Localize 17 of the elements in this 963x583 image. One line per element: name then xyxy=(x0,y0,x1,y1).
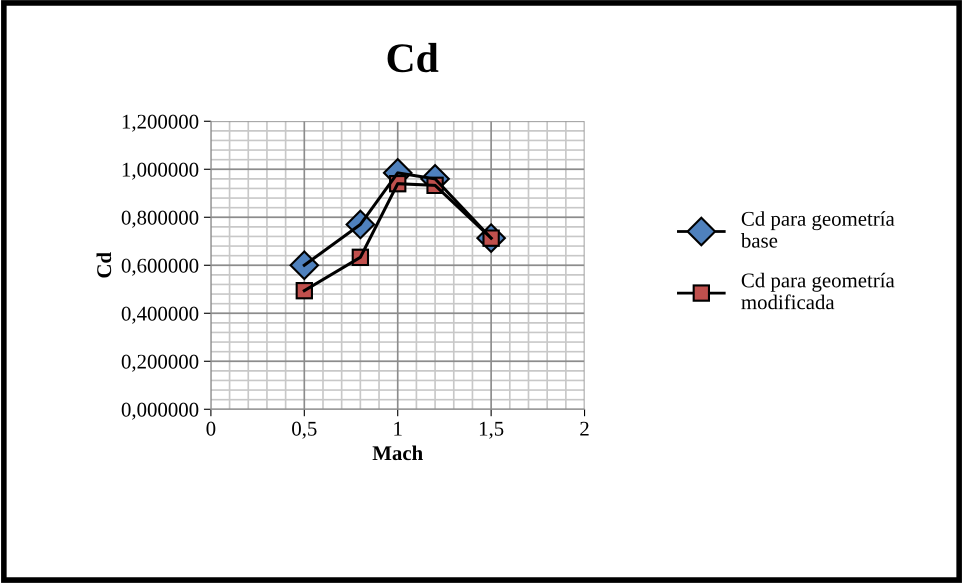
x-tick-label: 0,5 xyxy=(292,422,317,439)
y-tick-label: 1,000000 xyxy=(122,162,198,180)
y-tick-label: 0,400000 xyxy=(122,306,198,324)
legend-label: Cd para geometría base xyxy=(740,211,894,248)
y-tick-label: 0,200000 xyxy=(122,354,198,372)
y-axis-title: Cd xyxy=(96,252,112,278)
x-tick-label: 1,5 xyxy=(480,422,504,439)
x-axis-title: Mach xyxy=(372,446,423,460)
x-tick-label: 1 xyxy=(394,422,402,436)
legend-label: Cd para geometría modificada xyxy=(741,272,894,310)
x-tick-label: 0 xyxy=(206,422,216,436)
y-tick-label: 0,600000 xyxy=(122,258,198,276)
x-tick-label: 2 xyxy=(580,422,589,436)
y-tick-label: 1,200000 xyxy=(122,114,198,132)
y-tick-label: 0,000000 xyxy=(122,402,198,420)
y-tick-label: 0,800000 xyxy=(122,210,198,228)
chart-title: Cd xyxy=(388,42,438,72)
